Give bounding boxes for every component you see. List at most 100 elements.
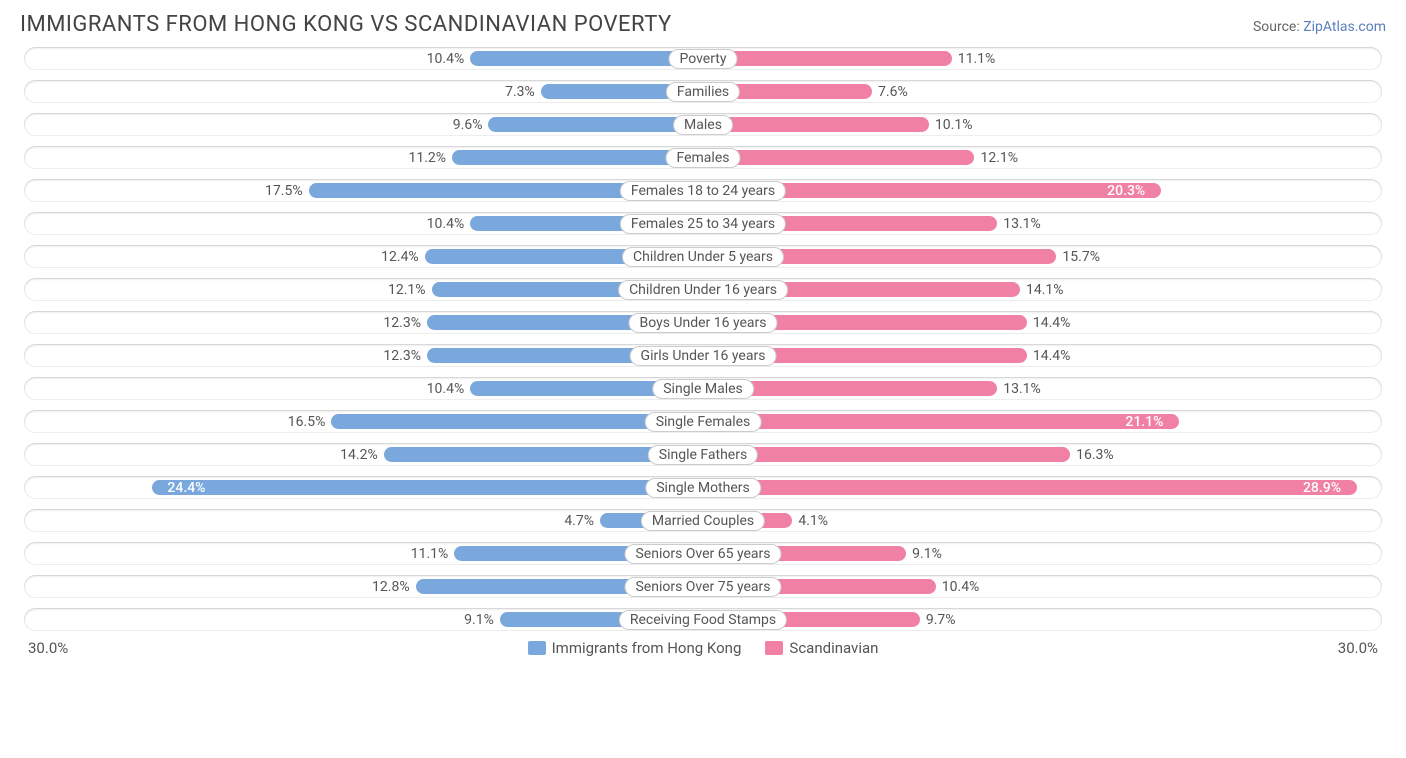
bar-value-right: 10.1% bbox=[935, 113, 973, 136]
bar-row: 10.4% 13.1% Females 25 to 34 years bbox=[20, 210, 1386, 237]
legend-item-right: Scandinavian bbox=[765, 639, 878, 657]
bar-right bbox=[699, 117, 929, 132]
category-label: Children Under 16 years bbox=[618, 280, 788, 300]
bar-row: 12.4% 15.7% Children Under 5 years bbox=[20, 243, 1386, 270]
category-label: Seniors Over 75 years bbox=[624, 577, 781, 597]
bar-side-right: 21.1% bbox=[699, 410, 1382, 433]
bar-side-right: 9.1% bbox=[699, 542, 1382, 565]
bar-side-left: 17.5% bbox=[24, 179, 707, 202]
bar-side-right: 20.3% bbox=[699, 179, 1382, 202]
bar-value-right: 13.1% bbox=[1003, 212, 1041, 235]
bar-side-left: 4.7% bbox=[24, 509, 707, 532]
bar-value-right: 28.9% bbox=[1303, 476, 1341, 499]
bar-side-left: 12.1% bbox=[24, 278, 707, 301]
bar-right bbox=[699, 414, 1179, 429]
bar-side-right: 11.1% bbox=[699, 47, 1382, 70]
bar-side-right: 9.7% bbox=[699, 608, 1382, 631]
category-label: Married Couples bbox=[641, 511, 765, 531]
bar-value-left: 4.7% bbox=[564, 509, 594, 532]
bar-value-left: 14.2% bbox=[340, 443, 378, 466]
bar-row: 9.6% 10.1% Males bbox=[20, 111, 1386, 138]
bar-value-left: 10.4% bbox=[427, 212, 465, 235]
category-label: Boys Under 16 years bbox=[628, 313, 777, 333]
bar-row: 11.2% 12.1% Females bbox=[20, 144, 1386, 171]
bar-value-left: 9.6% bbox=[453, 113, 483, 136]
bar-side-left: 11.2% bbox=[24, 146, 707, 169]
bar-side-right: 13.1% bbox=[699, 212, 1382, 235]
bar-side-right: 28.9% bbox=[699, 476, 1382, 499]
bar-row: 14.2% 16.3% Single Fathers bbox=[20, 441, 1386, 468]
bar-side-left: 10.4% bbox=[24, 212, 707, 235]
category-label: Females 25 to 34 years bbox=[620, 214, 786, 234]
bar-value-left: 12.4% bbox=[381, 245, 419, 268]
bar-side-right: 13.1% bbox=[699, 377, 1382, 400]
bar-value-right: 13.1% bbox=[1003, 377, 1041, 400]
chart-title: IMMIGRANTS FROM HONG KONG VS SCANDINAVIA… bbox=[20, 12, 672, 37]
bar-side-left: 10.4% bbox=[24, 377, 707, 400]
legend-item-left: Immigrants from Hong Kong bbox=[528, 639, 742, 657]
bar-value-right: 11.1% bbox=[958, 47, 996, 70]
bar-side-left: 16.5% bbox=[24, 410, 707, 433]
category-label: Males bbox=[673, 115, 733, 135]
chart-footer: 30.0% Immigrants from Hong Kong Scandina… bbox=[20, 639, 1386, 657]
legend-label-right: Scandinavian bbox=[789, 639, 878, 657]
bar-value-right: 21.1% bbox=[1125, 410, 1163, 433]
bar-side-left: 7.3% bbox=[24, 80, 707, 103]
bar-side-right: 10.4% bbox=[699, 575, 1382, 598]
bar-row: 12.1% 14.1% Children Under 16 years bbox=[20, 276, 1386, 303]
bar-side-left: 12.3% bbox=[24, 344, 707, 367]
category-label: Single Males bbox=[652, 379, 754, 399]
bar-row: 10.4% 11.1% Poverty bbox=[20, 45, 1386, 72]
chart-header: IMMIGRANTS FROM HONG KONG VS SCANDINAVIA… bbox=[20, 12, 1386, 37]
bar-value-left: 9.1% bbox=[464, 608, 494, 631]
bar-value-right: 16.3% bbox=[1076, 443, 1114, 466]
bar-side-right: 4.1% bbox=[699, 509, 1382, 532]
bar-side-right: 12.1% bbox=[699, 146, 1382, 169]
bar-value-left: 12.3% bbox=[383, 344, 421, 367]
bar-side-right: 14.4% bbox=[699, 344, 1382, 367]
bar-value-right: 9.1% bbox=[912, 542, 942, 565]
category-label: Single Females bbox=[645, 412, 762, 432]
category-label: Poverty bbox=[668, 49, 737, 69]
bar-left bbox=[152, 480, 708, 495]
source-prefix: Source: bbox=[1253, 19, 1303, 35]
chart-source: Source: ZipAtlas.com bbox=[1253, 19, 1386, 35]
bar-row: 17.5% 20.3%Females 18 to 24 years bbox=[20, 177, 1386, 204]
source-link[interactable]: ZipAtlas.com bbox=[1303, 19, 1386, 35]
bar-side-left: 24.4% bbox=[24, 476, 707, 499]
bar-value-right: 14.4% bbox=[1033, 344, 1071, 367]
bar-value-right: 15.7% bbox=[1062, 245, 1100, 268]
bar-value-left: 17.5% bbox=[265, 179, 303, 202]
bar-side-left: 9.1% bbox=[24, 608, 707, 631]
bar-row: 16.5% 21.1% Single Females bbox=[20, 408, 1386, 435]
bar-value-left: 10.4% bbox=[427, 47, 465, 70]
axis-max-left: 30.0% bbox=[20, 639, 68, 657]
bar-value-right: 14.1% bbox=[1026, 278, 1064, 301]
bar-side-left: 9.6% bbox=[24, 113, 707, 136]
bar-side-left: 12.4% bbox=[24, 245, 707, 268]
bar-rows: 10.4%11.1%Poverty7.3%7.6%Families9.6%10.… bbox=[20, 45, 1386, 633]
category-label: Females 18 to 24 years bbox=[620, 181, 786, 201]
bar-side-left: 11.1% bbox=[24, 542, 707, 565]
category-label: Seniors Over 65 years bbox=[624, 544, 781, 564]
bar-value-right: 7.6% bbox=[878, 80, 908, 103]
bar-row: 12.8%10.4%Seniors Over 75 years bbox=[20, 573, 1386, 600]
bar-side-right: 15.7% bbox=[699, 245, 1382, 268]
bar-value-left: 11.2% bbox=[408, 146, 446, 169]
bar-value-left: 7.3% bbox=[505, 80, 535, 103]
bar-row: 24.4%28.9%Single Mothers bbox=[20, 474, 1386, 501]
bar-row: 10.4% 13.1% Single Males bbox=[20, 375, 1386, 402]
category-label: Single Fathers bbox=[648, 445, 758, 465]
category-label: Children Under 5 years bbox=[622, 247, 784, 267]
category-label: Females bbox=[666, 148, 741, 168]
bar-row: 11.1% 9.1% Seniors Over 65 years bbox=[20, 540, 1386, 567]
bar-value-right: 12.1% bbox=[980, 146, 1018, 169]
bar-side-right: 16.3% bbox=[699, 443, 1382, 466]
chart-container: IMMIGRANTS FROM HONG KONG VS SCANDINAVIA… bbox=[0, 0, 1406, 665]
bar-value-left: 12.1% bbox=[388, 278, 426, 301]
bar-value-right: 10.4% bbox=[942, 575, 980, 598]
bar-row: 9.1%9.7%Receiving Food Stamps bbox=[20, 606, 1386, 633]
bar-value-right: 14.4% bbox=[1033, 311, 1071, 334]
bar-value-left: 16.5% bbox=[288, 410, 326, 433]
bar-value-left: 11.1% bbox=[411, 542, 449, 565]
